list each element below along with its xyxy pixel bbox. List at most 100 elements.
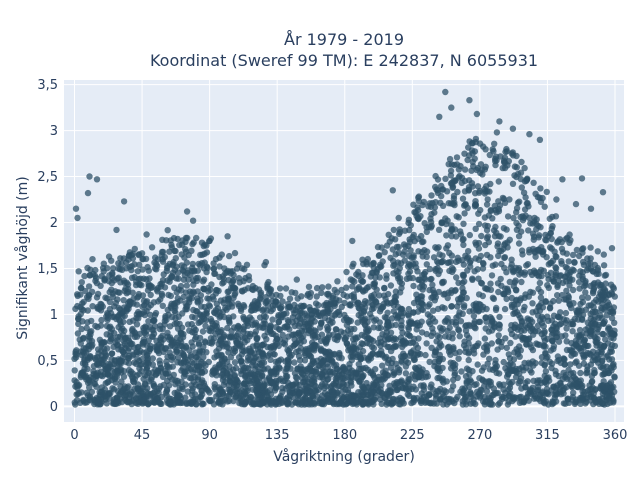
- data-point: [568, 382, 575, 390]
- data-point: [600, 330, 607, 338]
- data-point: [244, 319, 251, 327]
- data-point: [115, 304, 122, 312]
- data-point: [509, 394, 517, 401]
- data-point: [283, 374, 290, 382]
- data-point: [434, 332, 441, 339]
- data-point: [113, 399, 120, 406]
- data-point: [391, 343, 398, 350]
- data-point: [167, 292, 175, 300]
- data-point: [176, 241, 183, 249]
- data-point: [513, 164, 520, 171]
- data-point: [388, 315, 396, 322]
- data-point: [125, 334, 132, 341]
- data-point: [311, 368, 318, 375]
- data-point: [593, 270, 600, 278]
- data-point: [495, 252, 502, 260]
- data-point: [507, 339, 514, 347]
- data-point: [457, 318, 465, 325]
- data-point: [522, 291, 529, 298]
- data-point: [189, 264, 196, 271]
- data-point: [547, 259, 554, 267]
- data-point: [298, 327, 306, 335]
- data-point: [587, 332, 594, 340]
- data-point: [181, 272, 188, 279]
- data-point: [602, 336, 609, 343]
- data-point: [487, 280, 494, 287]
- data-point: [481, 222, 489, 229]
- data-point: [201, 338, 209, 345]
- data-point: [213, 393, 220, 400]
- data-point: [118, 388, 125, 395]
- data-point: [576, 285, 583, 292]
- data-point: [152, 343, 159, 350]
- data-point: [256, 324, 263, 331]
- data-point: [234, 300, 242, 307]
- data-point: [601, 272, 608, 279]
- data-point: [569, 286, 577, 294]
- data-point: [200, 276, 208, 283]
- data-point: [163, 362, 171, 369]
- data-point: [292, 340, 299, 347]
- data-point: [251, 355, 258, 362]
- data-point: [312, 308, 320, 315]
- data-point: [390, 371, 397, 379]
- data-point: [192, 333, 200, 341]
- data-point: [418, 306, 425, 313]
- data-point: [537, 294, 545, 301]
- data-point: [400, 251, 407, 258]
- data-point: [452, 319, 459, 326]
- data-point: [98, 316, 105, 324]
- data-point: [360, 309, 367, 316]
- data-point: [515, 240, 523, 247]
- data-point: [477, 206, 484, 214]
- data-point: [460, 304, 468, 311]
- data-point: [563, 325, 570, 332]
- data-point: [460, 271, 467, 279]
- data-point: [394, 303, 402, 311]
- data-point: [381, 285, 388, 292]
- data-point: [120, 373, 128, 380]
- data-point: [125, 360, 133, 367]
- data-point: [267, 308, 275, 315]
- data-point: [454, 374, 461, 382]
- data-point: [469, 275, 476, 282]
- data-point: [265, 394, 272, 402]
- data-point: [439, 202, 447, 209]
- data-point: [252, 374, 259, 382]
- data-point: [419, 300, 426, 308]
- data-point: [128, 373, 136, 381]
- data-point: [530, 179, 537, 186]
- data-point: [118, 327, 125, 334]
- data-point: [279, 311, 287, 318]
- data-point: [526, 335, 533, 342]
- data-point: [151, 323, 159, 330]
- data-point: [265, 278, 272, 286]
- data-point: [208, 281, 215, 288]
- data-point: [494, 240, 502, 247]
- data-point: [178, 330, 185, 337]
- x-tick-label: 225: [400, 428, 425, 443]
- data-point: [135, 275, 142, 283]
- data-point: [377, 339, 385, 346]
- data-point: [182, 394, 189, 401]
- data-point: [188, 353, 195, 361]
- data-point: [157, 400, 164, 407]
- data-point: [211, 381, 218, 388]
- y-tick-label: 3,5: [37, 78, 58, 93]
- data-point: [300, 396, 307, 404]
- data-point: [276, 305, 284, 312]
- data-point: [173, 275, 180, 282]
- data-point: [77, 303, 84, 311]
- data-point: [465, 340, 472, 347]
- data-point: [389, 257, 397, 264]
- data-point: [521, 164, 528, 172]
- data-point: [183, 259, 190, 266]
- data-point: [113, 226, 120, 234]
- data-point: [225, 392, 232, 399]
- data-point: [594, 248, 601, 255]
- data-point: [483, 341, 490, 349]
- data-point: [477, 252, 485, 260]
- data-point: [505, 398, 512, 405]
- data-point: [198, 388, 205, 395]
- data-point: [478, 232, 485, 240]
